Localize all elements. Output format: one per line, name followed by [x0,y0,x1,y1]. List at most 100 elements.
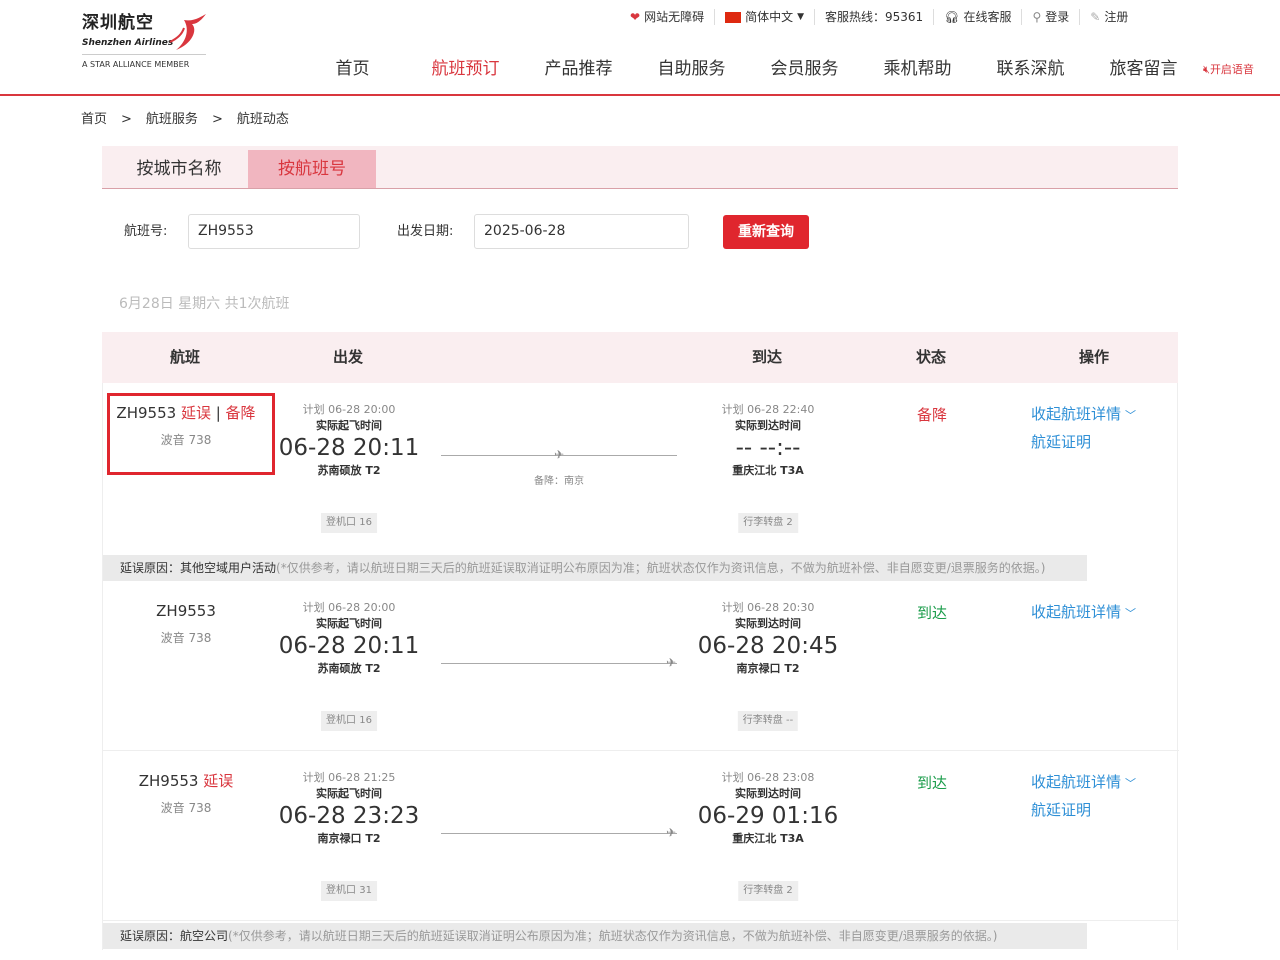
arrival-airport: 重庆江北 T3A [732,832,804,845]
flight-number-cell: ZH9553 [156,601,216,621]
register-label: 注册 [1104,10,1129,24]
date-input[interactable]: 2025-06-28 [474,214,689,249]
breadcrumb-flight-status: 航班动态 [236,112,289,127]
action-label: 收起航班详情 [1031,773,1122,791]
alliance-text: A STAR ALLIANCE MEMBER [82,60,190,69]
delay-certificate-link[interactable]: 航延证明 [1031,429,1136,455]
nav-contact[interactable]: 联系深航 [996,59,1065,79]
plane-icon: ✈ [665,655,677,670]
arrival-plan: 计划 06-28 20:30 [721,601,815,614]
action-label: 航延证明 [1031,433,1092,451]
delay-reason: 延误原因：航空公司 [120,929,229,943]
arrival-label: 实际到达时间 [735,617,801,630]
col-arrival: 到达 [751,348,783,366]
login-label: 登录 [1045,10,1070,24]
collapse-details-link[interactable]: 收起航班详情 ﹀ [1031,401,1136,429]
delay-certificate-link[interactable]: 航延证明 [1031,797,1136,823]
nav-booking[interactable]: 航班预订 [431,59,500,79]
departure-label: 实际起飞时间 [316,419,382,432]
status-text: 备降 [916,406,948,424]
gate-badge: 登机口 16 [321,711,377,731]
departure-label: 实际起飞时间 [316,787,382,800]
gate-badge: 登机口 16 [321,513,377,533]
aircraft-type: 波音 738 [160,433,212,447]
nav-products[interactable]: 产品推荐 [544,59,613,79]
arrival-plan: 计划 06-28 23:08 [721,771,815,784]
chevron-down-icon: ﹀ [1125,607,1137,620]
tab-by-flight-number[interactable]: 按航班号 [248,150,376,188]
hotline: 客服热线：95361 [815,9,935,25]
departure-airport: 南京禄口 T2 [317,832,381,845]
logo-divider [82,54,206,55]
nav-member[interactable]: 会员服务 [770,59,839,79]
table-row: ZH9553 波音 738 计划 06-28 20:00 实际起飞时间 06-28 20… [103,581,1179,751]
departure-airport: 苏南硕放 T2 [317,464,381,477]
arrival-plan: 计划 06-28 22:40 [721,403,815,416]
route-line [441,663,677,664]
nav-self-service[interactable]: 自助服务 [657,59,726,79]
accessibility-link[interactable]: ❤ 网站无障碍 [620,9,716,25]
tab-by-city[interactable]: 按城市名称 [136,159,222,179]
search-button[interactable]: 重新查询 [723,215,809,249]
pen-icon: ✎ [1090,10,1101,24]
aircraft-type: 波音 738 [160,801,212,815]
language-select[interactable]: 简体中文 ▼ [715,9,816,25]
departure-plan: 计划 06-28 21:25 [302,771,396,784]
departure-plan: 计划 06-28 20:00 [302,601,396,614]
collapse-details-link[interactable]: 收起航班详情 ﹀ [1031,599,1136,627]
nav-help[interactable]: 乘机帮助 [883,59,952,79]
tag-separator: | [210,404,226,422]
plane-icon: ✈ [665,825,677,840]
nav-feedback[interactable]: 旅客留言 [1109,59,1178,79]
table-row: ZH9553 延误 | 备降 波音 738 计划 06-28 20:00 实际起飞时间… [103,383,1179,553]
delay-tag: 延误 [203,772,234,790]
baggage-badge: 行李转盘 2 [738,513,798,533]
gate-badge: 登机口 31 [321,881,377,901]
delay-reason-note: (*仅供参考，请以航班日期三天后的航班延误取消证明公布原因为准；航班状态仅作为资… [276,561,1046,575]
heart-icon: ❤ [630,10,641,24]
login-link[interactable]: ⚲ 登录 [1022,9,1081,25]
departure-time: 06-28 23:23 [278,803,420,829]
breadcrumb-flight-service[interactable]: 航班服务 [145,112,198,127]
delay-reason-bar: 延误原因：其他空域用户活动(*仅供参考，请以航班日期三天后的航班延误取消证明公布… [103,555,1087,581]
date-label: 出发日期: [397,224,454,239]
col-flight: 航班 [169,348,201,366]
status-text: 到达 [916,604,948,622]
flight-number-cell: ZH9553 延误 [139,771,234,791]
delay-reason-bar: 延误原因：航空公司(*仅供参考，请以航班日期三天后的航班延误取消证明公布原因为准… [103,923,1087,949]
nav-home[interactable]: 首页 [335,59,370,79]
actions-cell: 收起航班详情 ﹀ 航延证明 [1031,401,1136,455]
breadcrumb: 首页 > 航班服务 > 航班动态 [81,111,289,129]
flight-number-input[interactable]: ZH9553 [188,214,360,249]
accessibility-label: 网站无障碍 [644,10,705,24]
headset-icon: 🎧︎ [944,10,960,24]
online-service-link[interactable]: 🎧︎ 在线客服 [934,9,1023,25]
caret-down-icon: ▼ [797,12,805,22]
voice-toggle[interactable]: 🔇︎开启语音 [1203,62,1254,78]
diversion-tag: 备降 [225,404,256,422]
arrival-time: 06-28 20:45 [697,633,839,659]
flight-number[interactable]: ZH9553 [156,602,216,620]
flight-number[interactable]: ZH9553 [138,772,199,790]
delay-reason: 延误原因：其他空域用户活动 [120,561,277,575]
col-status: 状态 [915,348,947,366]
flight-number-label: 航班号: [124,224,168,239]
logo-text[interactable]: 深圳航空 [82,13,154,33]
arrival-airport: 南京禄口 T2 [736,662,800,675]
status-text: 到达 [916,774,948,792]
route-line [441,455,677,456]
breadcrumb-home[interactable]: 首页 [81,112,108,127]
logo-english: Shenzhen Airlines [82,38,174,48]
online-service-label: 在线客服 [963,10,1012,24]
voice-label: 开启语音 [1209,63,1254,76]
departure-label: 实际起飞时间 [316,617,382,630]
actions-cell: 收起航班详情 ﹀ 航延证明 [1031,769,1136,823]
action-label: 收起航班详情 [1031,603,1122,621]
speaker-mute-icon: 🔇︎ [1203,63,1210,76]
breadcrumb-separator: > [121,112,132,127]
departure-plan: 计划 06-28 20:00 [302,403,396,416]
register-link[interactable]: ✎ 注册 [1080,9,1138,25]
actions-cell: 收起航班详情 ﹀ [1031,599,1136,627]
collapse-details-link[interactable]: 收起航班详情 ﹀ [1031,769,1136,797]
flight-number[interactable]: ZH9553 [116,404,177,422]
